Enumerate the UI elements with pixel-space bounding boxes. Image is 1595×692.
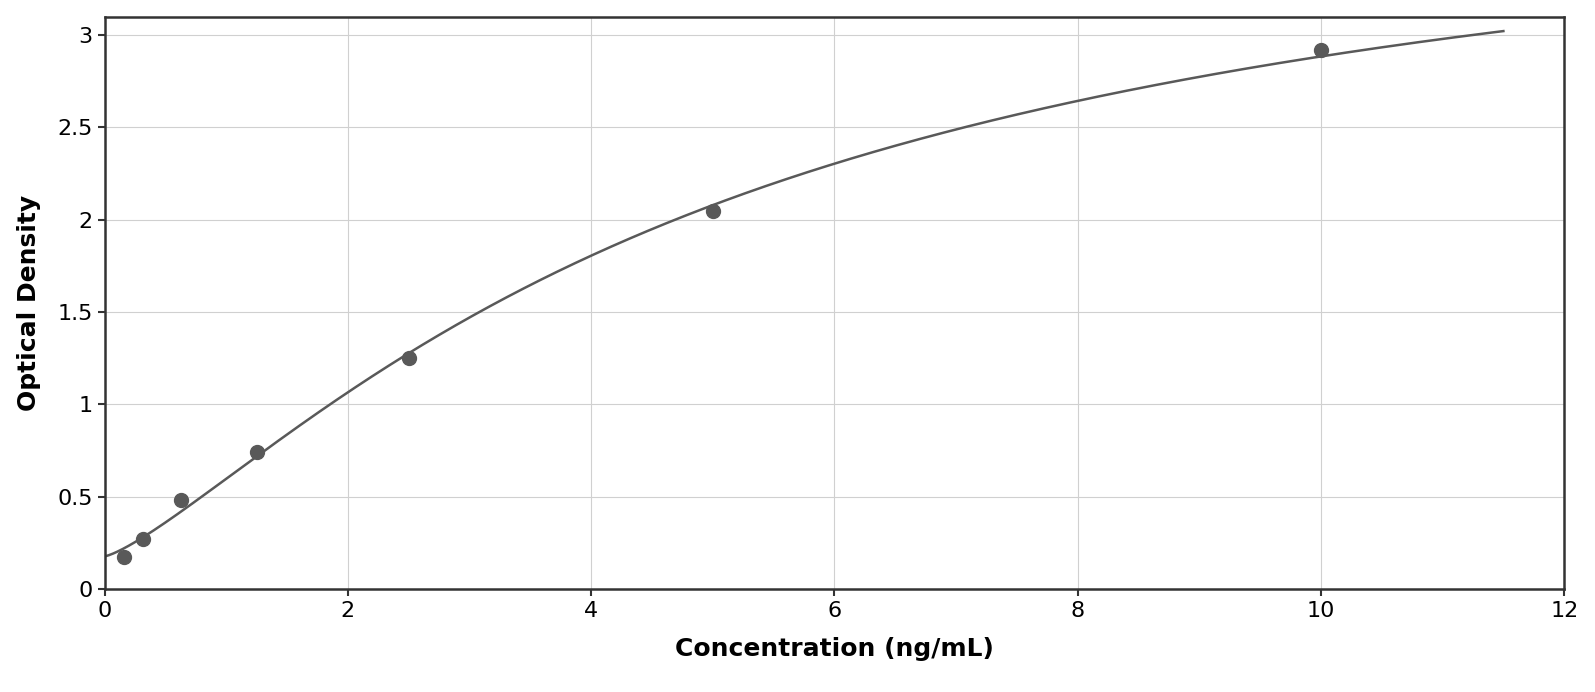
Point — [167, 495, 193, 506]
Point — [244, 447, 270, 458]
X-axis label: Concentration (ng/mL): Concentration (ng/mL) — [675, 637, 994, 662]
Point — [1308, 44, 1333, 55]
Point — [700, 205, 726, 216]
Point — [112, 551, 137, 562]
Point — [396, 353, 421, 364]
Point — [129, 534, 155, 545]
Y-axis label: Optical Density: Optical Density — [16, 194, 40, 411]
